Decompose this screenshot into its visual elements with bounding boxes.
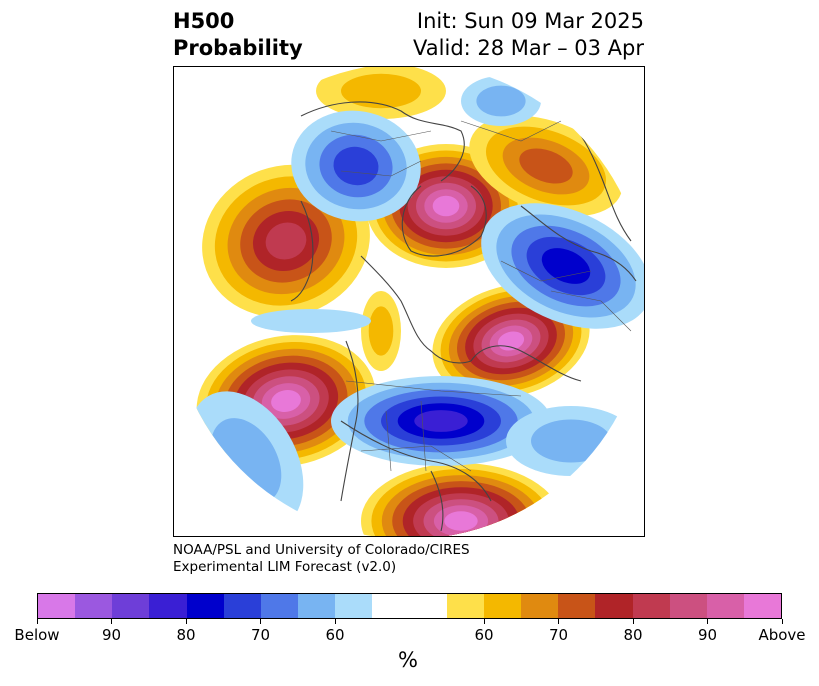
colorbar-tick-mark [334, 619, 336, 624]
colorbar-tick-label: 60 [474, 626, 494, 644]
below-normal-contour [333, 146, 379, 186]
above-normal-contour [444, 511, 478, 531]
forecast-dates: Init: Sun 09 Mar 2025 Valid: 28 Mar – 03… [413, 8, 644, 62]
below-normal-contour [476, 85, 526, 117]
colorbar-swatch [223, 594, 261, 618]
map-title: H500 Probability [173, 8, 303, 62]
below-normal-contour [251, 309, 371, 333]
colorbar-tick-label: 80 [623, 626, 643, 644]
colorbar-tick-label: Above [758, 626, 806, 644]
colorbar-swatch [409, 594, 447, 618]
colorbar-swatch [260, 594, 299, 618]
credit-line-2: Experimental LIM Forecast (v2.0) [173, 559, 397, 575]
coastline-layer [290, 101, 637, 532]
below-normal-contour [414, 410, 468, 432]
title-line-2: Probability [173, 36, 303, 60]
credit-line-1: NOAA/PSL and University of Colorado/CIRE… [173, 542, 470, 558]
colorbar-tick-label: Below [14, 626, 60, 644]
colorbar-swatch [298, 594, 336, 618]
colorbar-swatch [335, 594, 373, 618]
below-normal-contour [541, 248, 591, 284]
colorbar-swatch [186, 594, 224, 618]
colorbar-swatch [521, 594, 559, 618]
colorbar-tick-mark [36, 619, 38, 624]
colorbar-tick-label: 90 [697, 626, 718, 644]
colorbar-swatch [38, 594, 76, 618]
colorbar-swatch [595, 594, 633, 618]
above-normal-contour [519, 148, 573, 184]
map-canvas [188, 67, 644, 536]
colorbar-tick-mark [781, 619, 783, 624]
colorbar-tick-mark [632, 619, 634, 624]
colorbar-tick-mark [558, 619, 559, 624]
above-normal-contour [271, 390, 301, 412]
colorbar [37, 593, 782, 619]
colorbar-tick-mark [483, 619, 485, 624]
colorbar-swatch [632, 594, 670, 618]
probability-map [173, 66, 645, 537]
credit-text: NOAA/PSL and University of Colorado/CIRE… [173, 542, 470, 576]
anomaly-layer [188, 67, 644, 536]
init-date: Init: Sun 09 Mar 2025 [416, 9, 644, 33]
colorbar-tick-label: 60 [325, 626, 345, 644]
colorbar-swatch [706, 594, 744, 618]
above-normal-contour [432, 195, 460, 217]
colorbar-tick-mark [707, 619, 708, 624]
colorbar-swatch [669, 594, 707, 618]
colorbar-swatch [743, 594, 782, 618]
colorbar-tick-mark [111, 619, 112, 624]
colorbar-swatch [483, 594, 522, 618]
border-layer [330, 120, 632, 472]
colorbar-unit: % [398, 648, 418, 672]
colorbar-tick-label: 90 [101, 626, 122, 644]
colorbar-swatch [75, 594, 113, 618]
colorbar-tick-label: 70 [548, 626, 569, 644]
colorbar-tick-label: 70 [250, 626, 271, 644]
title-line-1: H500 [173, 9, 235, 33]
colorbar-tick-label: 80 [176, 626, 196, 644]
above-normal-contour [368, 306, 394, 356]
below-normal-contour [531, 419, 611, 463]
colorbar-swatch [112, 594, 150, 618]
colorbar-swatch [446, 594, 484, 618]
above-normal-contour [341, 73, 421, 109]
colorbar-tick-mark [260, 619, 261, 624]
valid-range: Valid: 28 Mar – 03 Apr [413, 36, 644, 60]
above-normal-contour [265, 222, 307, 260]
colorbar-swatch [558, 594, 596, 618]
colorbar-swatch [149, 594, 187, 618]
colorbar-tick-mark [185, 619, 187, 624]
colorbar-swatch [372, 594, 410, 618]
